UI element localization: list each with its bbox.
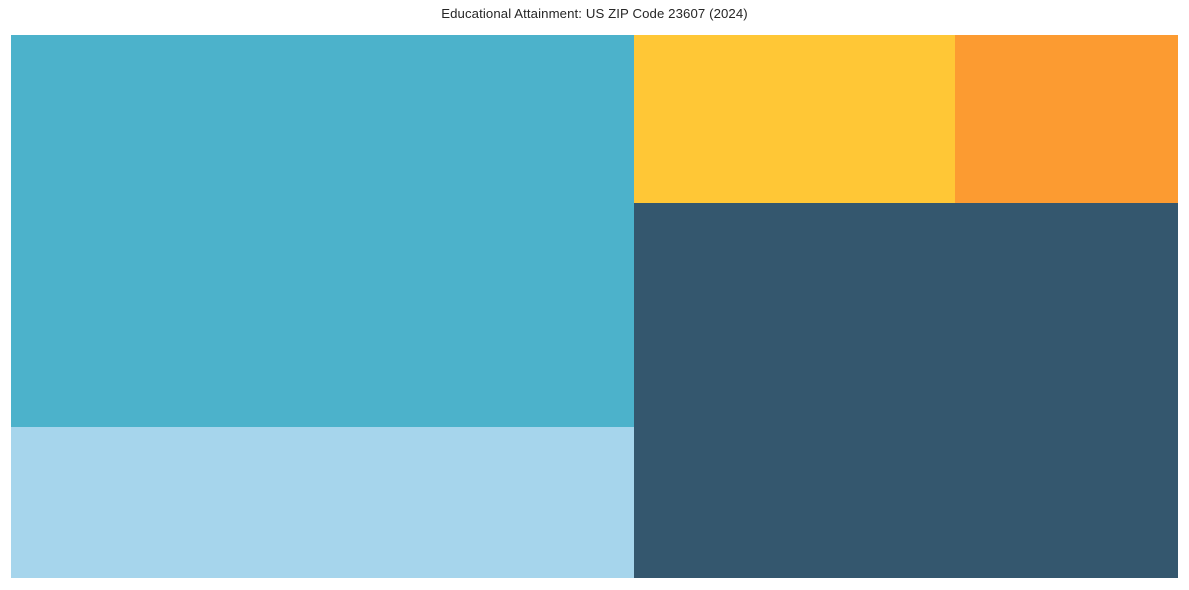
treemap-plot-area: High school graduate (or equivalent)Some… [11,35,1178,578]
treemap-tile[interactable]: High school graduate (or equivalent) [11,35,634,427]
treemap-tile[interactable]: Bachelor's degree [634,35,955,203]
treemap-tile[interactable]: Some college, no degree [634,203,1178,578]
treemap-tile[interactable]: Less than high school diploma [11,427,634,578]
treemap-tile[interactable]: Graduate or professional degree [955,35,1178,203]
chart-title: Educational Attainment: US ZIP Code 2360… [441,6,748,21]
